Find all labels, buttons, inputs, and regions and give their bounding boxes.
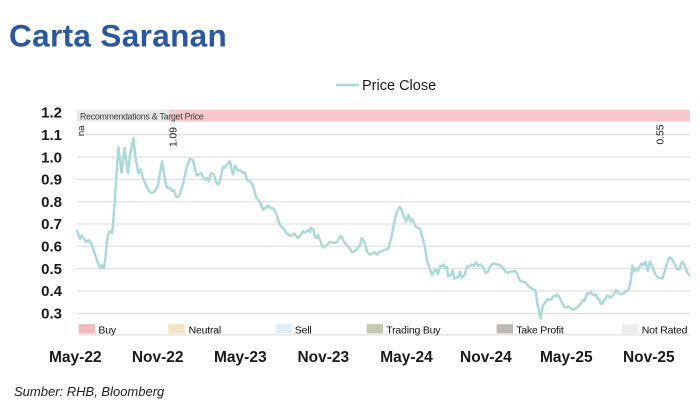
svg-text:Not Rated: Not Rated	[642, 325, 688, 337]
svg-text:0.5: 0.5	[41, 261, 62, 278]
svg-text:Trading Buy: Trading Buy	[386, 325, 441, 337]
svg-text:May-24: May-24	[380, 349, 433, 366]
svg-text:Carta Saranan: Carta Saranan	[9, 18, 227, 54]
svg-text:1.09: 1.09	[169, 127, 180, 147]
svg-text:Sumber: RHB, Bloomberg: Sumber: RHB, Bloomberg	[14, 384, 165, 399]
svg-text:0.55: 0.55	[656, 124, 667, 144]
svg-text:May-25: May-25	[540, 349, 593, 366]
svg-text:Recommendations & Target Price: Recommendations & Target Price	[80, 112, 204, 122]
svg-text:1.2: 1.2	[41, 105, 62, 122]
svg-text:na: na	[76, 125, 87, 136]
svg-text:Nov-25: Nov-25	[623, 349, 675, 366]
svg-text:Nov-24: Nov-24	[460, 349, 512, 366]
svg-text:Nov-22: Nov-22	[132, 349, 184, 366]
svg-text:Buy: Buy	[98, 325, 116, 337]
svg-text:0.4: 0.4	[41, 283, 63, 300]
svg-text:0.8: 0.8	[41, 194, 62, 211]
svg-text:1.0: 1.0	[41, 149, 62, 166]
svg-text:1.1: 1.1	[41, 127, 62, 144]
svg-text:May-23: May-23	[214, 349, 267, 366]
svg-text:Price Close: Price Close	[362, 78, 436, 94]
svg-text:Sell: Sell	[295, 325, 312, 337]
svg-text:0.3: 0.3	[41, 305, 62, 322]
svg-text:Nov-23: Nov-23	[297, 349, 349, 366]
svg-text:Neutral: Neutral	[189, 325, 221, 337]
svg-text:0.7: 0.7	[41, 216, 62, 233]
svg-text:Take Profit: Take Profit	[516, 325, 564, 337]
svg-text:0.9: 0.9	[41, 172, 62, 189]
svg-text:0.6: 0.6	[41, 239, 62, 256]
svg-text:May-22: May-22	[49, 349, 102, 366]
